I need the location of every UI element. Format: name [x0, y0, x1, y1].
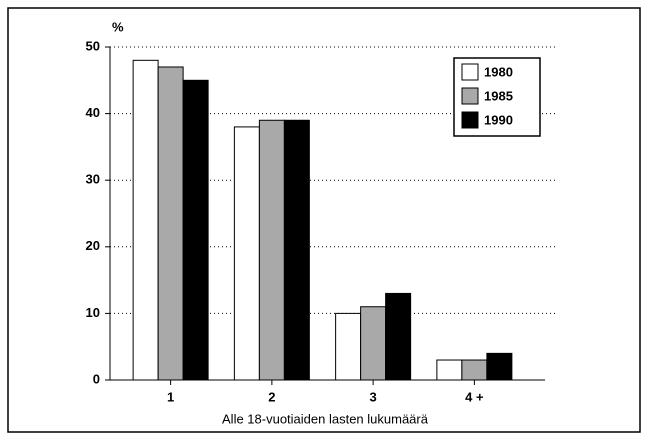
legend-label: 1990 — [484, 112, 513, 127]
y-tick-label: 0 — [93, 371, 100, 386]
x-tick-label: 2 — [268, 389, 275, 404]
y-tick-label: 50 — [86, 38, 100, 53]
y-tick-label: 30 — [86, 172, 100, 187]
legend-swatch — [461, 111, 479, 129]
bar — [182, 79, 209, 381]
y-tick-label: 10 — [86, 305, 100, 320]
bar — [385, 292, 412, 381]
x-tick-label: 1 — [167, 389, 174, 404]
bar — [258, 119, 285, 381]
x-axis-label: Alle 18-vuotiaiden lasten lukumäärä — [222, 411, 429, 426]
bar — [335, 312, 362, 381]
bar — [157, 66, 184, 381]
bar — [233, 126, 260, 381]
y-tick-label: 20 — [86, 238, 100, 253]
x-tick-label: 4 + — [465, 389, 484, 404]
legend-swatch — [461, 63, 479, 81]
bar — [486, 352, 513, 381]
legend-label: 1980 — [484, 64, 513, 79]
bar — [132, 59, 159, 381]
x-tick-label: 3 — [370, 389, 377, 404]
y-axis-label: % — [112, 19, 124, 34]
bar — [283, 119, 310, 381]
bar — [461, 359, 488, 381]
y-tick-label: 40 — [86, 105, 100, 120]
bar — [360, 306, 387, 381]
bar — [436, 359, 463, 381]
legend-label: 1985 — [484, 88, 513, 103]
legend-swatch — [461, 87, 479, 105]
frame — [7, 7, 641, 433]
